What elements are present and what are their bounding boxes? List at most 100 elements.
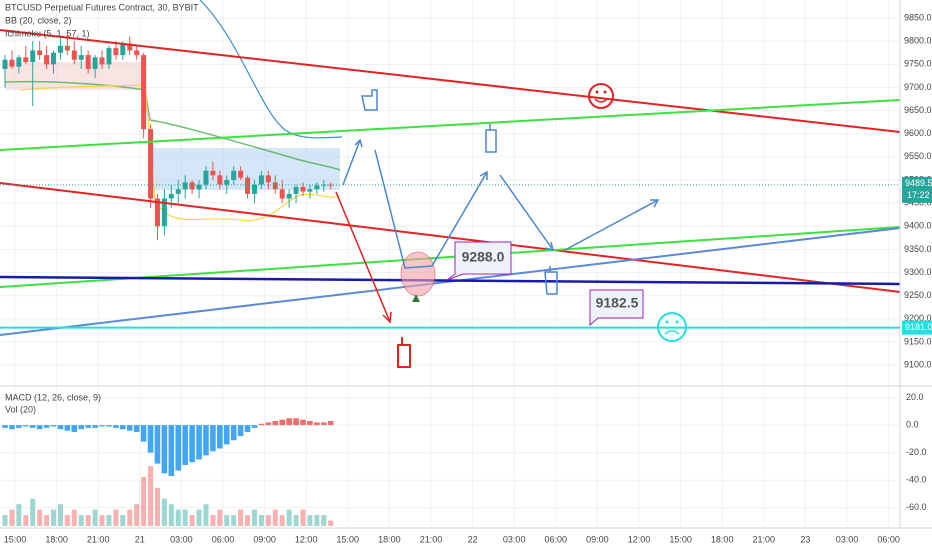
indicator-label: BB (20, close, 2) — [5, 15, 72, 25]
macd-label: MACD (12, 26, close, 9) — [5, 392, 101, 402]
candle-body — [224, 180, 230, 185]
ichimoku-line — [19, 84, 341, 222]
macd-bar — [244, 425, 251, 432]
y-tick-label: 9750.0 — [904, 59, 932, 69]
last-price-label: 9489.5 — [905, 178, 932, 188]
x-tick-label: 06:00 — [877, 534, 900, 544]
x-tick-label: 21:00 — [420, 534, 443, 544]
candle-body — [293, 186, 299, 194]
macd-bar — [175, 425, 182, 471]
candle-body — [265, 175, 271, 183]
candles — [2, 31, 334, 241]
macd-bar — [182, 425, 188, 465]
candle-body — [314, 185, 320, 190]
macd-bar — [217, 425, 223, 449]
x-tick-label: 18:00 — [711, 534, 734, 544]
volume-bar — [2, 515, 8, 526]
volume-bar — [44, 515, 50, 526]
y-tick-label: -40.0 — [906, 475, 927, 485]
candle-body — [251, 184, 257, 194]
volume-bar — [78, 515, 84, 526]
volume-bar — [321, 515, 327, 526]
projection-arrows — [342, 138, 660, 269]
volume-bar — [238, 509, 244, 526]
volume-bar — [293, 515, 299, 526]
candle-body — [85, 55, 91, 69]
macd-bar — [16, 425, 22, 428]
x-tick-label: 15:00 — [4, 534, 27, 544]
volume-bar — [245, 515, 251, 526]
y-tick-label: -20.0 — [906, 447, 927, 457]
candle-body — [238, 170, 244, 178]
macd-bar — [161, 425, 168, 474]
macd-bar — [106, 425, 112, 427]
candle-body — [37, 50, 43, 56]
candle-body — [286, 193, 292, 199]
volume-bar — [279, 515, 285, 526]
macd-bar — [279, 419, 285, 426]
horizontal-line — [0, 275, 901, 286]
candle-body — [307, 189, 313, 192]
volume-bar — [217, 509, 223, 526]
candle-body — [245, 177, 251, 194]
y-tick-label: 9850.0 — [904, 12, 932, 22]
macd-bar — [57, 425, 64, 430]
hand-icon — [544, 266, 558, 295]
macd-bar — [71, 425, 78, 432]
x-tick-label: 15:00 — [669, 534, 692, 544]
y-tick-label: 9550.0 — [904, 151, 932, 161]
macd-bar — [120, 425, 126, 430]
x-tick-label: 23 — [800, 534, 810, 544]
volume-bar — [92, 509, 98, 526]
candle-body — [210, 170, 216, 176]
candle-body — [196, 184, 202, 190]
macd-bar — [196, 425, 202, 460]
x-tick-label: 21:00 — [753, 534, 776, 544]
y-tick-label: 0.0 — [906, 420, 919, 430]
x-tick-label: 18:00 — [378, 534, 401, 544]
macd-bar — [168, 425, 175, 476]
candle-body — [161, 198, 167, 227]
highlight-circle — [400, 251, 436, 297]
y-tick-label: 9100.0 — [904, 359, 932, 369]
candle-body — [9, 59, 15, 67]
x-tick-label: 12:00 — [628, 534, 651, 544]
volume-bar — [224, 515, 230, 526]
macd-bar — [78, 425, 85, 430]
x-tick-label: 21:00 — [87, 534, 110, 544]
macd-bar — [327, 421, 334, 426]
y-tick-label: 9400.0 — [904, 221, 932, 231]
marker-arrow — [412, 294, 420, 302]
macd-bar — [237, 425, 244, 437]
macd-bar — [133, 425, 140, 432]
callout-label: 9182.5 — [596, 295, 639, 311]
volume-bar — [71, 509, 77, 526]
y-tick-label: 9300.0 — [904, 267, 932, 277]
y-tick-label: 9650.0 — [904, 105, 932, 115]
volume-bar — [37, 509, 43, 526]
candle-body — [113, 48, 119, 56]
candle-body — [64, 45, 70, 51]
macd-bar — [92, 425, 98, 428]
happy-face — [588, 83, 614, 109]
volume-bar — [148, 466, 154, 526]
x-tick-label: 03:00 — [836, 534, 859, 544]
macd-bar — [300, 419, 306, 426]
volume-bar — [168, 504, 174, 526]
macd-bar — [50, 425, 57, 427]
candle-body — [141, 55, 147, 130]
candle-body — [51, 52, 57, 65]
volume-bar — [64, 515, 70, 526]
macd-bar — [29, 425, 36, 428]
bollinger-band — [199, 0, 343, 139]
candle-body — [134, 50, 140, 56]
callout-box — [589, 289, 644, 327]
volume-bar — [182, 509, 188, 526]
macd-bar — [223, 425, 230, 445]
macd-bar — [22, 425, 29, 427]
macd-bar — [147, 425, 154, 453]
candle-body — [57, 45, 63, 53]
candle-body — [154, 198, 160, 227]
callout-box — [446, 241, 512, 281]
